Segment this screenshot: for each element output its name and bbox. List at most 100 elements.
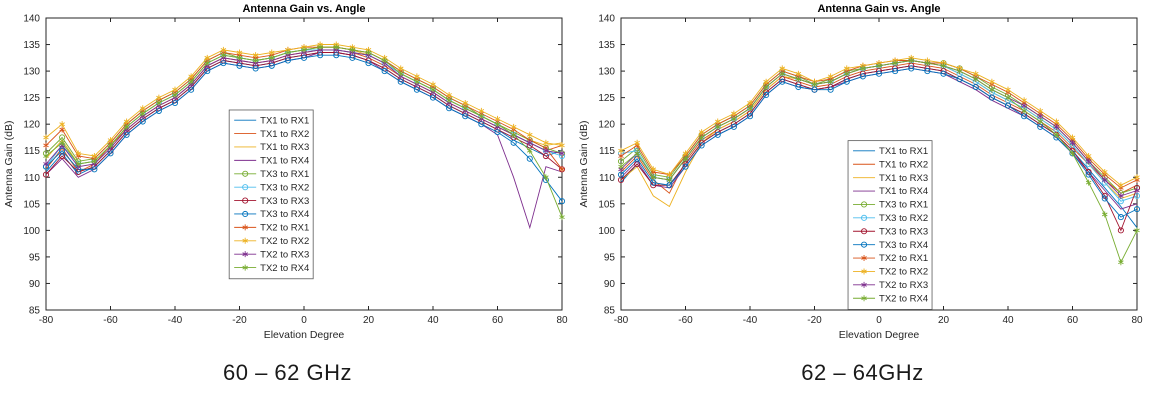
y-tick-label: 130 [598, 67, 615, 78]
y-tick-label: 140 [23, 14, 40, 25]
y-tick-label: 105 [598, 199, 615, 210]
figure-panel: -80 -60 -40 -20 0 20 40 60 80 85 90 95 100 105 110 115 1… [0, 0, 1150, 386]
y-tick-label: 90 [29, 279, 41, 290]
legend-label: TX2 to RX2 [260, 236, 309, 247]
x-tick-label: 60 [492, 315, 504, 326]
y-tick-label: 115 [599, 146, 615, 157]
right-figure: -80 -60 -40 -20 0 20 40 60 80 85 90 95 100 105 110 115 1… [575, 0, 1150, 386]
series-tx2-to-rx4 [43, 44, 565, 221]
legend-label: TX3 to RX2 [879, 213, 928, 224]
y-tick-label: 135 [23, 40, 40, 51]
x-tick-label: -80 [614, 315, 629, 326]
y-tick-label: 100 [598, 226, 615, 237]
y-tick-label: 135 [598, 40, 615, 51]
legend-label: TX2 to RX3 [879, 280, 928, 291]
legend-label: TX1 to RX3 [260, 142, 309, 153]
x-tick-label: -40 [168, 315, 183, 326]
x-tick-label: 20 [938, 315, 950, 326]
legend-item-tx2-to-rx3: TX2 to RX3 [853, 280, 928, 291]
legend-label: TX1 to RX4 [879, 186, 928, 197]
series-markers-tx2-to-rx4 [43, 44, 565, 221]
legend-label: TX1 to RX1 [260, 115, 309, 126]
x-tick-label: -40 [743, 315, 758, 326]
legend-label: TX1 to RX1 [879, 146, 928, 157]
x-tick-label: 0 [876, 315, 882, 326]
legend-item-tx2-to-rx4: TX2 to RX4 [853, 293, 928, 304]
x-tick-label: 80 [556, 315, 568, 326]
y-tick-label: 95 [604, 252, 616, 263]
series-line-tx3-to-rx4 [45, 54, 563, 202]
y-tick-label: 85 [29, 306, 41, 317]
legend-item-tx3-to-rx4: TX3 to RX4 [853, 240, 928, 251]
legend-item-tx1-to-rx1: TX1 to RX1 [234, 115, 309, 126]
x-tick-label: -60 [678, 315, 693, 326]
x-tick-label: -20 [807, 315, 822, 326]
legend-label: TX3 to RX3 [260, 196, 309, 207]
chart-title: Antenna Gain vs. Angle [242, 3, 365, 15]
legend-item-tx3-to-rx3: TX3 to RX3 [234, 196, 309, 207]
x-tick-label: 40 [1002, 315, 1014, 326]
legend-item-tx3-to-rx1: TX3 to RX1 [234, 169, 309, 180]
legend-label: TX2 to RX2 [879, 267, 928, 278]
y-tick-label: 90 [604, 279, 616, 290]
x-tick-label: -20 [232, 315, 247, 326]
legend-item-tx2-to-rx4: TX2 to RX4 [234, 263, 309, 274]
legend-label: TX3 to RX1 [260, 169, 309, 180]
chart-title: Antenna Gain vs. Angle [817, 3, 940, 15]
y-axis-label: Antenna Gain (dB) [578, 121, 590, 208]
x-tick-label: 20 [363, 315, 375, 326]
x-axis-label: Elevation Degree [839, 329, 920, 341]
legend-label: TX2 to RX4 [879, 293, 928, 304]
legend-item-tx3-to-rx1: TX3 to RX1 [853, 200, 928, 211]
legend-label: TX1 to RX3 [879, 173, 928, 184]
x-tick-label: -80 [39, 315, 54, 326]
legend-label: TX3 to RX2 [260, 182, 309, 193]
legend-item-tx1-to-rx3: TX1 to RX3 [234, 142, 309, 153]
legend-item-tx1-to-rx2: TX1 to RX2 [853, 159, 928, 170]
y-tick-label: 110 [24, 173, 40, 184]
tick-marks [45, 17, 563, 311]
legend-item-tx1-to-rx3: TX1 to RX3 [853, 173, 928, 184]
left-chart: -80 -60 -40 -20 0 20 40 60 80 85 90 95 100 105 110 115 1… [0, 0, 575, 350]
y-tick-label: 125 [23, 93, 40, 104]
y-tick-label: 120 [23, 120, 40, 131]
x-tick-label: 0 [301, 315, 307, 326]
legend-item-tx1-to-rx2: TX1 to RX2 [234, 129, 309, 140]
legend-item-tx3-to-rx3: TX3 to RX3 [853, 226, 928, 237]
legend-label: TX2 to RX4 [260, 263, 309, 274]
x-tick-label: 40 [427, 315, 439, 326]
series-line-tx3-to-rx4 [620, 67, 1138, 218]
legend: TX1 to RX1 TX1 to RX2 TX1 to RX3 TX1 to RX4… [228, 109, 314, 280]
series-markers-tx2-to-rx4 [618, 57, 1140, 266]
legend-item-tx1-to-rx1: TX1 to RX1 [853, 146, 928, 157]
legend-label: TX1 to RX2 [260, 129, 309, 140]
y-tick-label: 140 [598, 14, 615, 25]
y-axis-label: Antenna Gain (dB) [3, 121, 15, 208]
y-tick-label: 120 [598, 120, 615, 131]
legend-item-tx2-to-rx2: TX2 to RX2 [234, 236, 309, 247]
legend-label: TX2 to RX3 [260, 249, 309, 260]
y-tick-label: 110 [599, 173, 615, 184]
y-tick-label: 100 [23, 226, 40, 237]
legend-label: TX2 to RX1 [260, 223, 309, 234]
legend-label: TX3 to RX4 [879, 240, 928, 251]
legend-item-tx2-to-rx1: TX2 to RX1 [853, 253, 928, 264]
legend-label: TX1 to RX4 [260, 156, 309, 167]
right-chart: -80 -60 -40 -20 0 20 40 60 80 85 90 95 100 105 110 115 1… [575, 0, 1150, 350]
x-axis-label: Elevation Degree [264, 329, 345, 341]
legend-label: TX3 to RX3 [879, 226, 928, 237]
legend-label: TX1 to RX2 [879, 159, 928, 170]
right-caption: 62 – 64GHz [801, 360, 924, 385]
legend-box [847, 140, 933, 310]
x-tick-label: 60 [1067, 315, 1079, 326]
y-tick-label: 105 [23, 199, 40, 210]
legend-item-tx3-to-rx2: TX3 to RX2 [853, 213, 928, 224]
legend-label: TX3 to RX1 [879, 200, 928, 211]
legend-label: TX3 to RX4 [260, 209, 309, 220]
legend-item-tx2-to-rx3: TX2 to RX3 [234, 249, 309, 260]
legend-item-tx3-to-rx4: TX3 to RX4 [234, 209, 309, 220]
legend-box [228, 109, 314, 280]
left-caption: 60 – 62 GHz [222, 360, 352, 385]
legend-label: TX2 to RX1 [879, 253, 928, 264]
x-tick-label: -60 [103, 315, 118, 326]
